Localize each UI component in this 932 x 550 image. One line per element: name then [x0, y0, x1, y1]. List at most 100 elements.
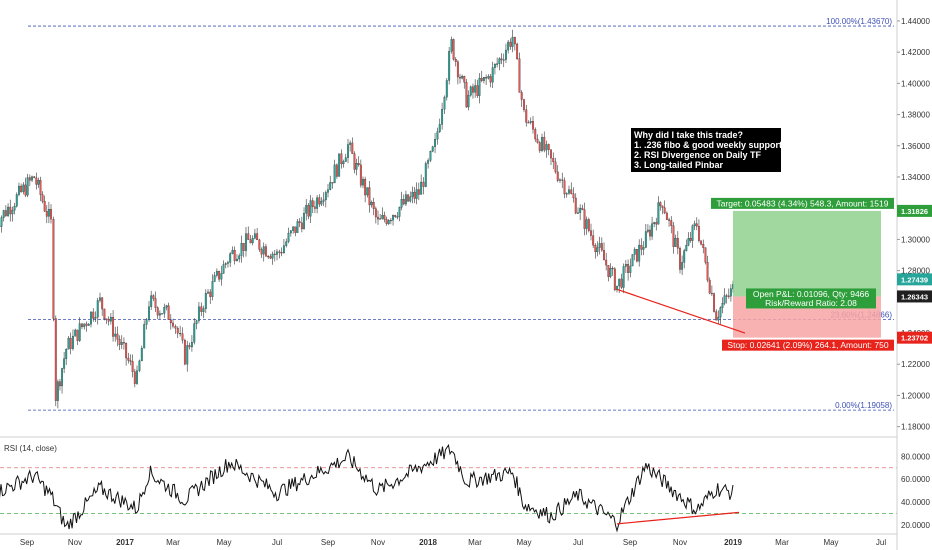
candle-body	[500, 58, 503, 61]
price-panel: 100.00%(1.43670)23.60%(1.24866)0.00%(1.1…	[0, 17, 894, 411]
candle-body	[427, 160, 430, 164]
candle-body	[28, 177, 31, 181]
candle-body	[534, 129, 537, 140]
candle-body	[389, 220, 392, 222]
candle-body	[296, 221, 299, 233]
candle-body	[541, 136, 543, 151]
candle-body	[158, 313, 161, 316]
candle-body	[92, 311, 95, 319]
candle-body	[491, 67, 494, 83]
candle-body	[125, 342, 128, 359]
candle-body	[411, 191, 414, 197]
candle-body	[357, 163, 360, 166]
pnl-label[interactable]: Open P&L: 0.01096, Qty: 9466Risk/Reward …	[746, 288, 876, 309]
price-badge-bg	[897, 331, 932, 344]
candle-body	[18, 185, 20, 195]
stop-label[interactable]: Stop: 0.02641 (2.09%) 264.1, Amount: 750	[722, 339, 894, 351]
candle-body	[366, 187, 369, 196]
candle-body	[179, 333, 182, 335]
candle-body	[222, 264, 225, 274]
candle-body	[256, 233, 259, 241]
candle-body	[550, 149, 552, 159]
candle-body	[245, 233, 247, 251]
candle-body	[583, 209, 586, 229]
candle-body	[305, 205, 308, 214]
candle-body	[713, 293, 716, 312]
candle-body	[723, 295, 726, 304]
candle-body	[200, 306, 203, 312]
time-tick-label: May	[216, 538, 231, 547]
candle-body	[372, 202, 375, 209]
candle-body	[83, 323, 86, 328]
time-tick-label: May	[516, 538, 531, 547]
candle-body	[461, 76, 464, 79]
candle-body	[676, 238, 679, 249]
candle-body	[90, 311, 92, 325]
candle-body	[298, 221, 301, 224]
candle-body	[313, 206, 316, 209]
candle-body	[13, 206, 16, 211]
candle-body	[67, 337, 70, 350]
rsi-tick-label: 40.0000	[901, 498, 930, 507]
rsi-tick-label: 60.0000	[901, 475, 930, 484]
candle-body	[353, 153, 356, 170]
candle-body	[450, 39, 453, 52]
price-badge: 1.27439	[897, 273, 932, 286]
candle-body	[496, 63, 499, 65]
candle-body	[695, 223, 698, 227]
candle-body	[603, 249, 605, 261]
time-tick-label: Nov	[371, 538, 385, 547]
time-tick-label: Sep	[321, 538, 336, 547]
candle-body	[262, 246, 265, 255]
candle-body	[600, 243, 603, 251]
candle-body	[379, 218, 382, 220]
candle-body	[516, 43, 519, 59]
candle-body	[480, 77, 483, 81]
pnl-label-text-2: Risk/Reward Ratio: 2.08	[765, 298, 857, 308]
candle-body	[383, 214, 386, 220]
candle-body	[311, 200, 314, 208]
candle-body	[561, 179, 564, 181]
rsi-title: RSI (14, close)	[4, 444, 57, 453]
target-label[interactable]: Target: 0.05483 (4.34%) 548.3, Amount: 1…	[711, 197, 894, 209]
candle-body	[400, 199, 403, 208]
candle-body	[344, 157, 347, 162]
candle-body	[674, 238, 677, 247]
candle-body	[253, 233, 256, 239]
candle-body	[520, 92, 523, 100]
candle-body	[679, 248, 681, 270]
candle-body	[215, 270, 218, 276]
candle-body	[398, 207, 401, 217]
candle-body	[563, 180, 566, 195]
candle-body	[431, 146, 434, 152]
candle-body	[385, 219, 388, 224]
candle-body	[523, 99, 525, 110]
trade-overlay[interactable]: Why did I take this trade?1. .236 fibo &…	[616, 128, 894, 351]
candle-body	[691, 225, 694, 241]
candle-body	[220, 273, 223, 280]
candle-body	[45, 211, 48, 217]
candle-body	[276, 251, 278, 255]
candle-body	[670, 220, 673, 226]
candle-body	[209, 291, 212, 297]
candle-body	[478, 77, 481, 96]
candle-body	[485, 77, 488, 79]
candle-body	[238, 255, 241, 260]
candle-body	[33, 176, 36, 179]
price-badge-text: 1.23702	[901, 334, 928, 343]
time-tick-label: Mar	[166, 538, 180, 547]
candle-body	[294, 226, 297, 233]
candle-body	[646, 229, 649, 232]
rsi-line	[0, 443, 734, 533]
candle-body	[47, 209, 50, 217]
candle-body	[331, 182, 334, 184]
candle-body	[721, 303, 724, 308]
stop-label-text: Stop: 0.02641 (2.09%) 264.1, Amount: 750	[727, 340, 888, 350]
candle-body	[300, 222, 303, 230]
candle-body	[24, 184, 27, 196]
candle-body	[136, 370, 138, 384]
candle-body	[554, 161, 557, 173]
candle-body	[620, 278, 623, 288]
candle-body	[443, 96, 446, 110]
